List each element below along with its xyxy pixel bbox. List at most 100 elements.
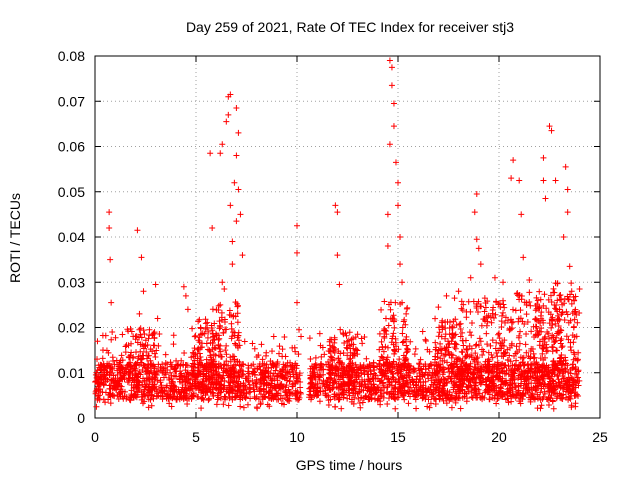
y-tick-label: 0 bbox=[77, 410, 85, 426]
data-point bbox=[558, 351, 565, 358]
data-point bbox=[267, 384, 274, 391]
data-point bbox=[370, 359, 377, 366]
data-point bbox=[164, 361, 171, 368]
data-point bbox=[460, 381, 467, 388]
data-point bbox=[217, 150, 224, 157]
data-point bbox=[249, 377, 256, 384]
data-point bbox=[572, 293, 579, 300]
data-point bbox=[111, 385, 118, 392]
data-point bbox=[221, 286, 228, 293]
data-point bbox=[221, 377, 228, 384]
data-point bbox=[328, 369, 335, 376]
data-point bbox=[190, 350, 197, 357]
data-point bbox=[336, 358, 343, 365]
data-point bbox=[457, 320, 464, 327]
data-point bbox=[294, 222, 300, 229]
data-point bbox=[229, 374, 236, 381]
data-point bbox=[390, 100, 397, 107]
data-point bbox=[276, 350, 283, 357]
data-point bbox=[366, 362, 373, 369]
data-point bbox=[484, 298, 491, 305]
data-point bbox=[504, 317, 511, 324]
data-point bbox=[433, 387, 440, 394]
data-point bbox=[442, 347, 449, 354]
data-point bbox=[143, 349, 150, 356]
data-point bbox=[109, 329, 116, 336]
data-point bbox=[154, 315, 161, 322]
data-point bbox=[227, 371, 234, 378]
data-point bbox=[548, 334, 555, 341]
data-point bbox=[182, 292, 189, 299]
data-point bbox=[195, 385, 202, 392]
data-point bbox=[559, 373, 566, 380]
data-point bbox=[140, 352, 147, 359]
data-point bbox=[459, 337, 466, 344]
data-point bbox=[134, 383, 141, 390]
data-point bbox=[475, 342, 482, 349]
data-point bbox=[432, 315, 439, 322]
data-point bbox=[403, 342, 410, 349]
data-point bbox=[320, 366, 327, 373]
data-point bbox=[550, 285, 557, 292]
data-point bbox=[142, 383, 149, 390]
data-point bbox=[185, 375, 192, 382]
data-point bbox=[254, 405, 261, 412]
data-point bbox=[315, 373, 322, 380]
data-point bbox=[558, 311, 565, 318]
data-point bbox=[399, 339, 406, 346]
data-point bbox=[439, 386, 446, 393]
data-point bbox=[413, 405, 420, 412]
data-point bbox=[406, 366, 413, 373]
data-point bbox=[124, 379, 131, 386]
data-point bbox=[227, 91, 234, 98]
data-point bbox=[106, 224, 113, 231]
data-point bbox=[545, 382, 552, 389]
data-point bbox=[440, 376, 447, 383]
data-point bbox=[482, 361, 489, 368]
data-point bbox=[442, 331, 449, 338]
data-point bbox=[500, 301, 507, 308]
data-point bbox=[451, 332, 458, 339]
data-point bbox=[240, 404, 247, 411]
data-point bbox=[379, 372, 386, 379]
data-point bbox=[181, 350, 188, 357]
data-point bbox=[145, 384, 152, 391]
data-point bbox=[256, 363, 263, 370]
data-point bbox=[397, 383, 404, 390]
data-point bbox=[350, 335, 357, 342]
data-point bbox=[296, 394, 303, 401]
data-point bbox=[343, 387, 350, 394]
data-point bbox=[347, 366, 354, 373]
data-point bbox=[446, 319, 453, 326]
data-point bbox=[232, 313, 239, 320]
data-point bbox=[263, 381, 270, 388]
data-point bbox=[392, 385, 399, 392]
data-point bbox=[106, 209, 113, 216]
data-point bbox=[479, 375, 486, 382]
data-point bbox=[473, 355, 480, 362]
y-tick-label: 0.07 bbox=[58, 93, 85, 109]
data-point bbox=[419, 395, 426, 402]
data-point bbox=[263, 349, 270, 356]
data-point bbox=[306, 335, 313, 342]
data-point bbox=[96, 396, 103, 403]
data-point bbox=[139, 366, 146, 373]
data-point bbox=[515, 318, 522, 325]
data-point bbox=[517, 328, 524, 335]
y-tick-label: 0.08 bbox=[58, 48, 85, 64]
data-point bbox=[473, 191, 480, 198]
data-point bbox=[357, 404, 364, 411]
data-point bbox=[121, 370, 128, 377]
data-point bbox=[107, 256, 114, 263]
data-point bbox=[246, 389, 253, 396]
data-point bbox=[548, 299, 555, 306]
data-point bbox=[526, 299, 533, 306]
data-point bbox=[407, 384, 414, 391]
data-point bbox=[196, 379, 203, 386]
data-point bbox=[239, 389, 246, 396]
data-point bbox=[357, 380, 364, 387]
data-point bbox=[489, 364, 496, 371]
data-point bbox=[552, 280, 559, 287]
data-point bbox=[390, 364, 397, 371]
data-point bbox=[209, 339, 216, 346]
